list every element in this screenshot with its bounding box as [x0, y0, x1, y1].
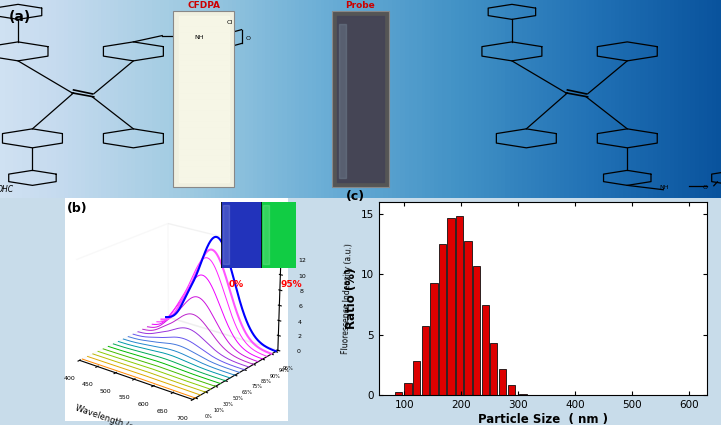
FancyBboxPatch shape	[221, 201, 281, 269]
Bar	[422, 326, 429, 395]
Bar	[395, 392, 402, 395]
Text: Cl: Cl	[227, 20, 233, 25]
FancyBboxPatch shape	[261, 201, 322, 269]
Bar	[438, 244, 446, 395]
FancyBboxPatch shape	[173, 11, 234, 187]
Text: 0%: 0%	[229, 280, 244, 289]
Bar	[508, 385, 516, 395]
Text: CFDPA: CFDPA	[187, 1, 221, 10]
Text: Probe: Probe	[345, 1, 376, 10]
Bar	[447, 218, 455, 395]
Text: (a): (a)	[9, 10, 31, 24]
Bar	[404, 382, 412, 395]
Text: (b): (b)	[67, 202, 88, 215]
Bar	[473, 266, 480, 395]
Text: OHC: OHC	[0, 185, 14, 194]
X-axis label: Particle Size  ( nm ): Particle Size ( nm )	[477, 413, 608, 425]
Text: NH: NH	[195, 34, 204, 40]
Text: O: O	[703, 185, 708, 190]
Bar	[430, 283, 438, 395]
Text: O: O	[245, 36, 250, 40]
Bar	[499, 368, 506, 395]
Bar	[456, 216, 464, 395]
Bar	[413, 361, 420, 395]
Bar	[490, 343, 497, 395]
Y-axis label: Ratio (%): Ratio (%)	[345, 268, 358, 329]
Bar	[464, 241, 472, 395]
Bar	[519, 394, 526, 395]
Bar	[482, 305, 489, 395]
Text: 95%: 95%	[280, 280, 302, 289]
X-axis label: Wavelength (nm): Wavelength (nm)	[74, 403, 145, 425]
Text: NH: NH	[660, 185, 669, 190]
Text: (c): (c)	[346, 190, 365, 203]
FancyBboxPatch shape	[332, 11, 389, 187]
